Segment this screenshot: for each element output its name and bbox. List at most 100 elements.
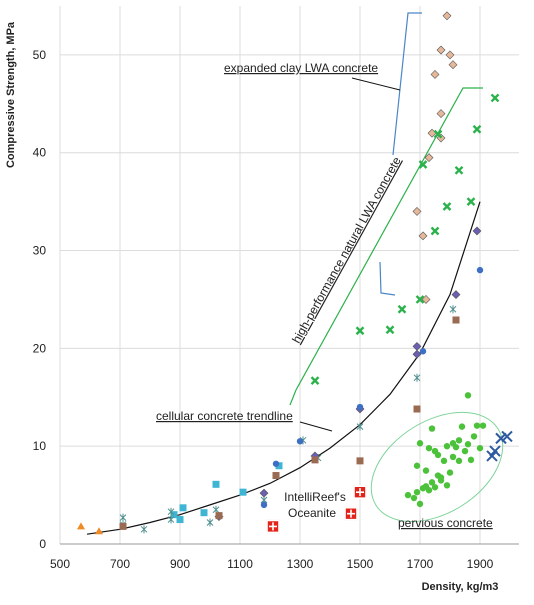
point xyxy=(479,422,487,429)
point xyxy=(472,226,482,236)
point xyxy=(425,444,433,452)
point xyxy=(355,326,365,336)
y-tick-label: 10 xyxy=(33,439,47,453)
x-tick-label: 700 xyxy=(110,557,130,571)
point xyxy=(296,438,304,445)
point xyxy=(445,50,455,60)
point xyxy=(200,509,208,517)
point xyxy=(272,472,280,480)
point xyxy=(501,430,513,443)
point xyxy=(451,290,461,299)
point xyxy=(119,522,127,530)
point xyxy=(464,392,472,399)
point xyxy=(436,109,446,119)
point xyxy=(119,513,127,522)
point xyxy=(458,423,466,430)
point xyxy=(179,504,187,512)
y-tick-label: 40 xyxy=(33,146,47,160)
point xyxy=(415,295,425,304)
point xyxy=(272,460,280,467)
point xyxy=(140,525,148,534)
pervious-ellipse xyxy=(370,411,504,523)
point xyxy=(472,124,482,134)
point xyxy=(260,501,268,509)
marks xyxy=(77,11,513,535)
point xyxy=(446,469,454,476)
plot-area xyxy=(60,6,519,544)
point xyxy=(470,433,478,440)
y-tick-label: 20 xyxy=(33,341,47,355)
trendline xyxy=(86,201,481,535)
point xyxy=(448,60,458,70)
point xyxy=(489,445,501,457)
point xyxy=(356,457,364,465)
point xyxy=(77,522,85,530)
point xyxy=(434,451,442,459)
leader-line xyxy=(351,77,401,91)
point xyxy=(443,442,451,450)
point xyxy=(476,266,484,274)
point xyxy=(428,425,436,432)
y-axis-label: Compressive Strength, MPa xyxy=(5,21,17,168)
x-tick-label: 1500 xyxy=(347,557,374,571)
point xyxy=(430,70,440,79)
x-axis-label: Density, kg/m3 xyxy=(422,581,499,593)
annotation: expanded clay LWA concrete xyxy=(224,61,378,75)
point xyxy=(413,462,421,469)
annotation: pervious concrete xyxy=(398,516,493,530)
point xyxy=(440,457,448,465)
point xyxy=(455,437,463,444)
y-tick-label: 30 xyxy=(33,244,47,258)
point xyxy=(452,316,460,324)
point xyxy=(430,226,440,236)
point xyxy=(344,506,358,521)
point xyxy=(212,480,220,488)
bracket xyxy=(379,261,396,296)
point xyxy=(259,488,269,498)
x-tick-label: 900 xyxy=(170,557,190,571)
point xyxy=(385,325,395,335)
annotation: IntelliReef's xyxy=(284,490,346,504)
point xyxy=(266,519,280,534)
point xyxy=(176,516,184,524)
point xyxy=(452,443,460,451)
point xyxy=(206,518,214,527)
point xyxy=(455,457,463,465)
x-tick-label: 1900 xyxy=(467,557,494,571)
point xyxy=(412,206,422,216)
point xyxy=(167,507,175,516)
point xyxy=(424,153,434,163)
point xyxy=(454,165,464,175)
point xyxy=(413,488,421,496)
x-tick-label: 1300 xyxy=(287,557,314,571)
point xyxy=(422,467,430,474)
point xyxy=(397,304,407,314)
point xyxy=(419,348,427,355)
point xyxy=(413,373,421,382)
point xyxy=(433,129,443,139)
point xyxy=(412,349,422,359)
x-tick-label: 1700 xyxy=(407,557,434,571)
point xyxy=(464,441,472,448)
point xyxy=(425,487,433,494)
point xyxy=(449,453,457,461)
point xyxy=(418,231,428,241)
point xyxy=(413,405,421,413)
point xyxy=(442,11,452,21)
point xyxy=(275,462,283,470)
y-tick-label: 50 xyxy=(33,48,47,62)
point xyxy=(443,482,451,489)
point xyxy=(311,456,319,464)
point xyxy=(421,295,431,304)
point xyxy=(416,440,424,447)
point xyxy=(353,485,367,499)
point xyxy=(476,444,484,452)
point xyxy=(167,515,175,524)
annotation: cellular concrete trendline xyxy=(156,409,293,423)
point xyxy=(416,500,424,508)
bracket xyxy=(289,87,483,406)
point xyxy=(356,403,364,411)
point xyxy=(310,376,320,385)
leader-line xyxy=(299,421,333,432)
